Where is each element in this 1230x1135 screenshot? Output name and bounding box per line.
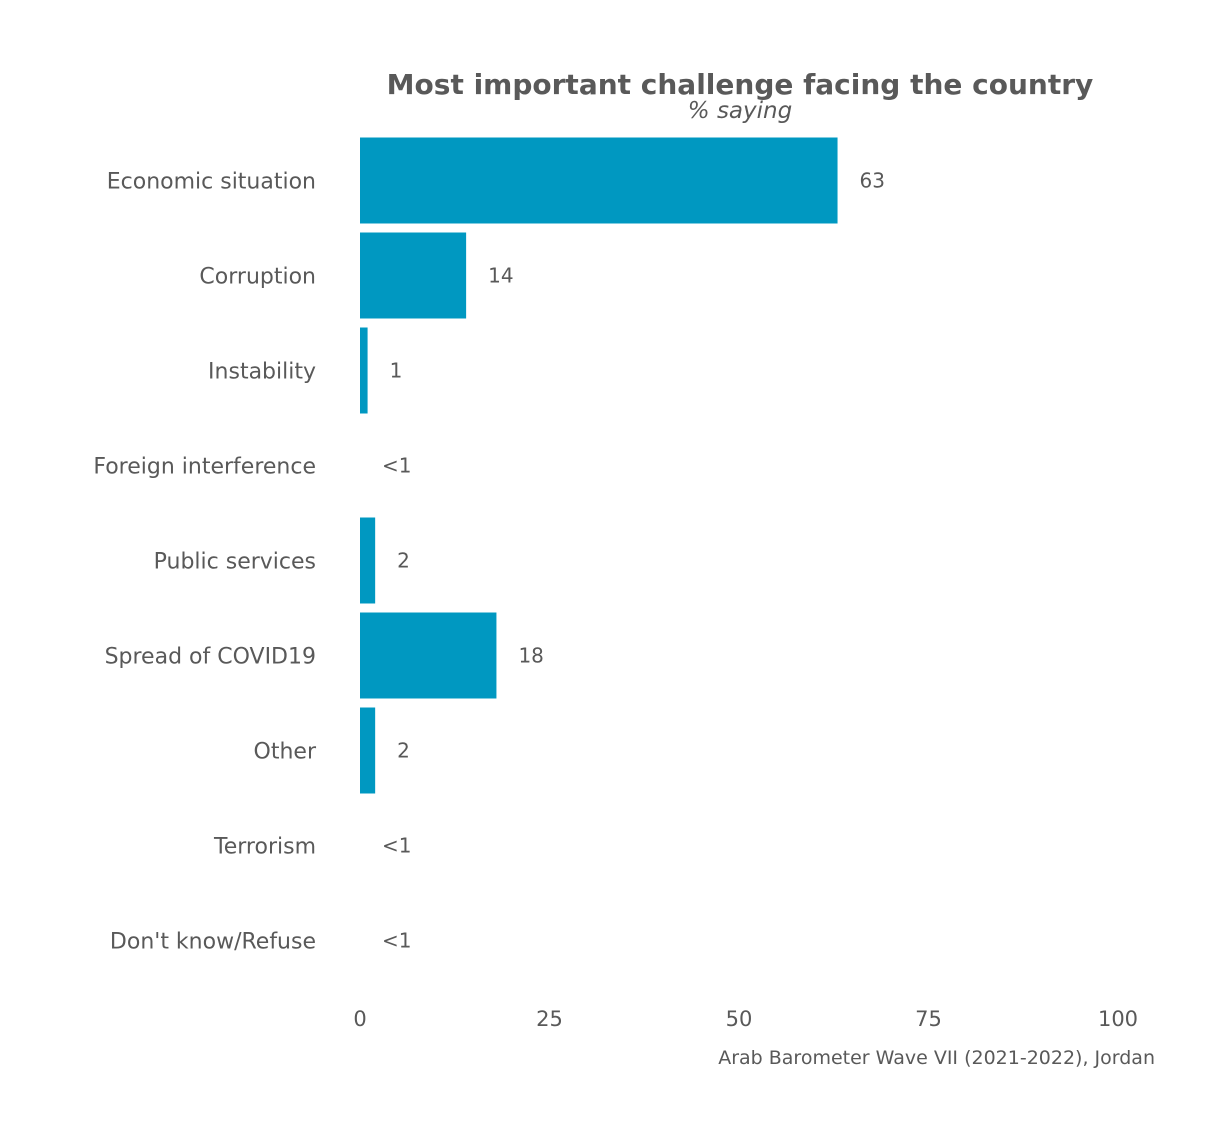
x-tick-label: 50 <box>726 1007 753 1031</box>
bar-6 <box>360 707 376 794</box>
value-label: 14 <box>488 264 513 288</box>
x-tick-label: 0 <box>353 1007 366 1031</box>
x-tick-label: 75 <box>915 1007 942 1031</box>
value-label: 2 <box>397 549 410 573</box>
bar-1 <box>360 232 467 319</box>
category-label: Public services <box>154 550 316 575</box>
category-label: Corruption <box>199 265 316 290</box>
value-label: 2 <box>397 739 410 763</box>
category-label: Don't know/Refuse <box>110 930 316 955</box>
value-label: 18 <box>518 644 543 668</box>
value-label: 63 <box>860 169 885 193</box>
bars-group <box>360 137 838 794</box>
category-label: Other <box>254 740 317 765</box>
value-labels: 63 14 1 <1 2 18 2 <1 <1 <box>382 169 885 953</box>
value-label: <1 <box>382 834 411 858</box>
chart-caption: Arab Barometer Wave VII (2021-2022), Jor… <box>718 1047 1155 1069</box>
category-label: Instability <box>208 360 316 385</box>
category-label: Spread of COVID19 <box>105 645 316 670</box>
value-label: <1 <box>382 454 411 478</box>
chart-subtitle: % saying <box>688 98 792 124</box>
bar-2 <box>360 327 368 414</box>
category-label: Economic situation <box>107 170 316 195</box>
chart-title: Most important challenge facing the coun… <box>387 68 1094 101</box>
category-label: Terrorism <box>213 835 316 860</box>
category-labels: Economic situation Corruption Instability F… <box>93 170 317 955</box>
bar-4 <box>360 517 376 604</box>
x-tick-label: 100 <box>1098 1007 1138 1031</box>
x-tick-label: 25 <box>536 1007 563 1031</box>
value-label: 1 <box>390 359 403 383</box>
category-label: Foreign interference <box>93 455 316 480</box>
x-axis-ticks: 0 25 50 75 100 <box>353 1007 1138 1031</box>
bar-0 <box>360 137 838 224</box>
value-label: <1 <box>382 929 411 953</box>
bar-5 <box>360 612 497 699</box>
